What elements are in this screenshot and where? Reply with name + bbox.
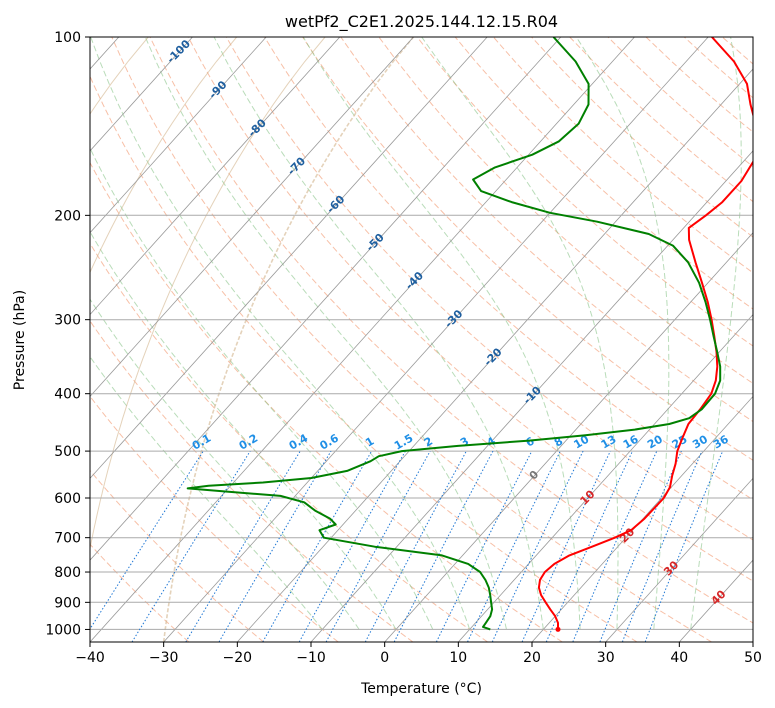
isotherm [310,150,753,642]
background-lines [90,37,753,642]
isotherm [90,37,635,642]
y-tick-label: 800 [54,565,81,581]
dry-adiabat [90,395,339,642]
dry-adiabat [90,75,638,642]
surface-marker [555,626,561,632]
reference-curve [90,37,326,552]
dry-adiabat [149,37,753,624]
isotherm [605,477,753,642]
moist-adiabat [213,37,544,630]
mixing-ratio-line [521,450,611,642]
mixing-ratio-line [572,450,658,642]
moist-adiabat [690,37,742,630]
moist-adiabat [144,37,507,630]
dry-adiabat [90,161,563,642]
isotherm [90,37,562,561]
moist-adiabat [90,230,397,630]
mixing-ratio-line [364,450,467,642]
x-tick-label: −40 [75,650,105,666]
dry-adiabat [187,37,753,582]
moist-adiabat [421,37,619,630]
dry-adiabat [90,469,264,642]
isotherm [384,232,753,642]
profile-lines [186,37,753,632]
mixing-ratio-line [393,450,494,642]
isotherm [90,37,341,316]
isotherm [163,37,709,642]
x-tick-label: 20 [523,650,541,666]
y-tick-label: 100 [54,30,81,46]
y-tick-label: 1000 [45,622,81,638]
dry-adiabat [416,37,753,347]
mixing-ratio-line [131,450,251,642]
y-tick-label: 300 [54,313,81,329]
y-tick-label: 600 [54,491,81,507]
x-tick-label: 40 [670,650,688,666]
moist-adiabat [90,146,434,630]
moist-adiabat [90,37,471,630]
dry-adiabat [90,242,488,642]
isotherm [90,37,414,398]
isotherm [531,395,753,642]
isotherm [237,68,753,642]
mixing-ratio-line [90,450,204,630]
dewpoint-line [186,37,722,631]
mixing-ratio-line [435,450,533,642]
x-tick-label: −20 [223,650,253,666]
x-tick-label: 0 [380,650,389,666]
y-tick-label: 400 [54,387,81,403]
chart-title: wetPf2_C2E1.2025.144.12.15.R04 [285,12,558,32]
mixing-ratio-line [491,450,584,642]
plot-frame [89,36,754,643]
mixing-ratio-line [325,450,431,642]
isotherm [90,37,267,234]
x-tick-label: 50 [744,650,762,666]
y-tick-label: 500 [54,444,81,460]
x-tick-label: −30 [149,650,179,666]
x-tick-label: 30 [597,650,615,666]
y-tick-label: 200 [54,208,81,224]
moist-adiabat [90,298,360,630]
x-tick-label: −10 [296,650,326,666]
axes: −40 −30 −20 −10 0 10 20 30 40 50 100 200 300 400 500 60… [45,30,762,666]
x-tick-label: 10 [449,650,467,666]
isotherm [90,37,488,479]
dry-adiabat [111,37,712,642]
moist-adiabat [575,37,670,630]
isotherm [90,37,193,152]
mixing-ratio-line [298,450,406,642]
dry-adiabat [340,37,753,423]
y-tick-label: 700 [54,531,81,547]
mixing-ratio-line [644,450,724,642]
moist-adiabat [302,37,581,630]
x-axis-label: Temperature (°C) [360,681,482,697]
mixing-ratio-line [621,450,703,642]
moist-adiabat [90,355,323,630]
mixing-ratio-line [599,450,682,642]
dry-adiabat [264,37,753,501]
y-tick-label: 900 [54,595,81,611]
temperature-line [537,37,753,630]
dry-adiabat [302,37,753,461]
y-axis-label: Pressure (hPa) [12,290,28,390]
isotherm [458,313,753,642]
